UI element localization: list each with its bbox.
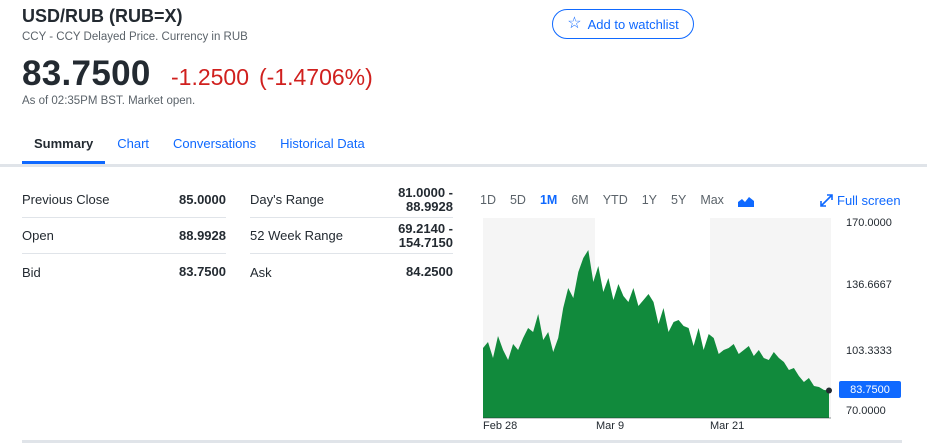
tabs-divider: [0, 164, 927, 167]
range-max[interactable]: Max: [700, 193, 724, 207]
bottom-divider: [22, 440, 902, 443]
y-tick-label: 170.0000: [846, 217, 892, 229]
y-tick-label: 103.3333: [846, 345, 892, 357]
stat-open: Open 88.9928: [22, 218, 226, 254]
stat-days-range: Day's Range 81.0000 -88.9928: [250, 182, 453, 218]
range-low: 69.2140 -: [398, 220, 453, 236]
watchlist-label: Add to watchlist: [587, 16, 679, 32]
x-tick-label: Mar 9: [596, 420, 625, 432]
tab-conversations[interactable]: Conversations: [173, 136, 257, 151]
range-high: 88.9928: [406, 198, 453, 214]
stat-label: Day's Range: [250, 192, 325, 207]
change-value: -1.2500: [171, 64, 250, 90]
quote-tabs: Summary Chart Conversations Historical D…: [22, 134, 377, 165]
chart-range-selector: 1D 5D 1M 6M YTD 1Y 5Y Max: [480, 193, 754, 207]
y-tick-label: 136.6667: [846, 279, 892, 291]
range-ytd[interactable]: YTD: [602, 193, 628, 207]
full-screen-label: Full screen: [837, 193, 901, 208]
tab-chart[interactable]: Chart: [117, 136, 150, 151]
price-chart[interactable]: [483, 218, 843, 420]
stat-label: Bid: [22, 264, 41, 280]
y-tick-label: 70.0000: [846, 405, 886, 417]
last-price-point: [826, 387, 832, 394]
star-icon: ☆: [567, 15, 582, 32]
range-high: 154.7150: [398, 234, 453, 250]
current-value-tag: 83.7500: [839, 381, 901, 398]
stat-previous-close: Previous Close 85.0000: [22, 182, 226, 218]
price-change: -1.2500 (-1.4706%): [171, 64, 383, 91]
stat-bid: Bid 83.7500: [22, 254, 226, 290]
range-1d[interactable]: 1D: [480, 193, 496, 207]
range-5d[interactable]: 5D: [509, 193, 526, 207]
range-6m[interactable]: 6M: [571, 193, 589, 207]
quote-subtitle: CCY - CCY Delayed Price. Currency in RUB: [22, 31, 248, 43]
stat-ask: Ask 84.2500: [250, 254, 453, 290]
price-area: [483, 250, 829, 418]
range-1y[interactable]: 1Y: [641, 193, 658, 207]
expand-icon: [820, 194, 833, 207]
stat-label: 52 Week Range: [250, 228, 343, 243]
add-to-watchlist-button[interactable]: ☆ Add to watchlist: [552, 9, 694, 39]
change-percent: (-1.4706%): [259, 64, 373, 90]
x-tick-label: Feb 28: [483, 420, 518, 432]
full-screen-button[interactable]: Full screen: [820, 193, 901, 208]
range-5y[interactable]: 5Y: [671, 193, 687, 207]
tab-summary[interactable]: Summary: [22, 134, 106, 165]
tab-historical-data[interactable]: Historical Data: [280, 136, 365, 151]
range-low: 81.0000 -: [398, 184, 453, 200]
stat-value: 83.7500: [179, 264, 226, 279]
current-price: 83.7500: [22, 54, 151, 93]
stat-value: 85.0000: [179, 191, 226, 207]
stat-value: 81.0000 -88.9928: [398, 184, 453, 214]
page-title: USD/RUB (RUB=X): [22, 6, 183, 26]
x-tick-label: Mar 21: [710, 420, 745, 432]
stat-label: Previous Close: [22, 192, 110, 207]
as-of-text: As of 02:35PM BST. Market open.: [22, 95, 196, 107]
stat-label: Ask: [250, 264, 272, 280]
stat-value: 88.9928: [179, 227, 226, 243]
stat-value: 84.2500: [406, 264, 453, 279]
stat-52-week-range: 52 Week Range 69.2140 -154.7150: [250, 218, 453, 254]
stat-value: 69.2140 -154.7150: [398, 220, 453, 250]
range-1m[interactable]: 1M: [539, 193, 558, 207]
stat-label: Open: [22, 228, 54, 243]
mountain-chart-icon[interactable]: [737, 195, 754, 207]
